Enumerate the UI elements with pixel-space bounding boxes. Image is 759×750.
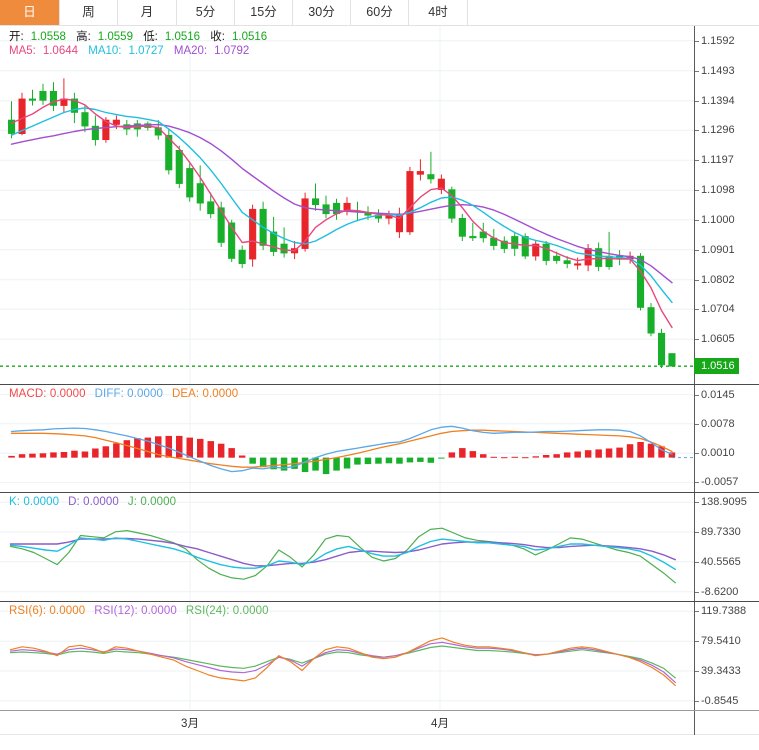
legend-item-rsi24: RSI(24): 0.0000 [185,605,269,617]
period-tab-3[interactable]: 5分 [177,0,235,25]
period-tab-5[interactable]: 30分 [293,0,351,25]
price-plot-area[interactable] [0,26,694,384]
rsi-axis-tick: 39.3433 [695,665,741,677]
macd-legend: MACD: 0.0000 DIFF: 0.0000 DEA: 0.0000 [9,388,247,400]
panel-divider-3 [0,601,759,602]
x-axis-label-1: 4月 [431,718,449,730]
period-tab-label: 5分 [195,5,216,19]
period-tab-label: 30分 [308,5,335,19]
legend-item-j: J: 0.0000 [127,496,177,508]
close-value: 1.0516 [231,31,268,43]
quote-info-line: 开: 1.0558 高: 1.0559 低: 1.0516 收: 1.0516 MA5:… [9,30,274,58]
period-tab-label: 60分 [366,5,393,19]
rsi-axis-tick: 119.7388 [695,605,746,617]
ma10-value: 1.0727 [128,45,164,57]
panel-divider-2 [0,492,759,493]
price-axis-tick: 1.1592 [695,35,735,47]
ma-row: MA5: 1.0644 MA10: 1.0727 MA20: 1.0792 [9,44,274,58]
macd-axis-tick: 0.0078 [695,418,735,430]
price-y-axis: 1.1592 1.1493 1.1394 1.1296 1.1197 1.1098 1.10… [694,26,759,384]
price-panel[interactable]: 1.1592 1.1493 1.1394 1.1296 1.1197 1.1098 1.10… [0,26,759,384]
period-tab-1[interactable]: 周 [60,0,118,25]
open-label: 开: [9,31,24,43]
period-tab-label: 4时 [428,5,448,19]
price-axis-tick: 1.1296 [695,124,735,136]
period-tab-label: 15分 [250,5,277,19]
high-label: 高: [76,31,91,43]
price-axis-tick: 1.1493 [695,65,735,77]
legend-item-dea: DEA: 0.0000 [171,388,239,400]
period-tab-label: 月 [140,5,154,19]
kdj-plot-area[interactable] [0,493,694,601]
kdj-axis-tick: 40.5565 [695,556,741,568]
legend-item-rsi6: RSI(6): 0.0000 [9,605,86,617]
price-axis-tick: 1.1000 [695,214,735,226]
macd-axis-tick: 0.0145 [695,389,735,401]
x-axis-label-0: 3月 [181,718,199,730]
macd-plot-area[interactable] [0,385,694,492]
period-tab-4[interactable]: 15分 [235,0,293,25]
period-tab-7[interactable]: 4时 [409,0,468,25]
rsi-legend: RSI(6): 0.0000 RSI(12): 0.0000 RSI(24): 0.… [9,605,278,617]
legend-item-macd: MACD: 0.0000 [9,388,86,400]
last-price-tag: 1.0516 [694,358,739,375]
kdj-svg [0,493,694,601]
high-value: 1.0559 [97,31,133,43]
period-tab-label: 周 [82,5,95,19]
ma10-label: MA10: [88,45,122,57]
rsi-axis-tick: -0.8545 [695,695,738,707]
x-axis-bar [0,711,759,735]
price-axis-tick: 1.1197 [695,154,734,166]
kdj-axis-tick: 89.7330 [695,526,741,538]
x-axis-right-box [694,711,759,735]
rsi-svg [0,602,694,710]
ma5-label: MA5: [9,45,36,57]
legend-item-rsi12: RSI(12): 0.0000 [94,605,177,617]
legend-item-diff: DIFF: 0.0000 [94,388,163,400]
ohlc-row: 开: 1.0558 高: 1.0559 低: 1.0516 收: 1.0516 [9,30,274,44]
low-label: 低: [143,31,158,43]
price-axis-tick: 1.0704 [695,303,735,315]
close-label: 收: [210,31,225,43]
period-tab-bar[interactable]: 日 周 月 5分 15分 30分 60分 4时 [0,0,759,26]
ma20-label: MA20: [173,45,208,57]
rsi-plot-area[interactable] [0,602,694,710]
period-tab-label: 日 [23,5,36,19]
kdj-legend: K: 0.0000 D: 0.0000 J: 0.0000 [9,496,185,508]
panel-divider-4 [0,710,759,711]
ma5-value: 1.0644 [42,45,79,57]
x-axis-labels: 3月 4月 [0,711,694,735]
price-axis-tick: 1.0605 [695,333,735,345]
rsi-panel[interactable]: 119.7388 79.5410 39.3433 -0.8545 RSI(6): 0.… [0,602,759,710]
rsi-axis-tick: 79.5410 [695,635,741,647]
kdj-panel[interactable]: 138.9095 89.7330 40.5565 -8.6200 K: 0.0000 D… [0,493,759,601]
chart-frame: 1.1592 1.1493 1.1394 1.1296 1.1197 1.1098 1.10… [0,26,759,735]
period-tab-2[interactable]: 月 [118,0,177,25]
legend-item-k: K: 0.0000 [9,496,60,508]
ma20-value: 1.0792 [214,45,250,57]
kdj-y-axis: 138.9095 89.7330 40.5565 -8.6200 [694,493,759,601]
price-axis-tick: 1.0901 [695,244,735,256]
kdj-axis-tick: -8.6200 [695,586,738,598]
period-tab-0[interactable]: 日 [0,0,60,25]
rsi-y-axis: 119.7388 79.5410 39.3433 -0.8545 [694,602,759,710]
macd-axis-tick: -0.0057 [695,476,738,488]
panel-divider-1 [0,384,759,385]
period-tab-6[interactable]: 60分 [351,0,409,25]
price-axis-tick: 1.1098 [695,184,735,196]
macd-axis-tick: 0.0010 [695,447,735,459]
low-value: 1.0516 [164,31,201,43]
kdj-axis-tick: 138.9095 [695,496,747,508]
open-value: 1.0558 [30,31,66,43]
price-candles-svg [0,26,694,384]
macd-panel[interactable]: 0.0145 0.0078 0.0010 -0.0057 MACD: 0.0000 DI… [0,385,759,492]
macd-svg [0,385,694,492]
tab-bar-spacer [468,0,759,25]
price-axis-tick: 1.1394 [695,95,735,107]
legend-item-d: D: 0.0000 [68,496,119,508]
price-axis-tick: 1.0802 [695,274,735,286]
macd-y-axis: 0.0145 0.0078 0.0010 -0.0057 [694,385,759,492]
